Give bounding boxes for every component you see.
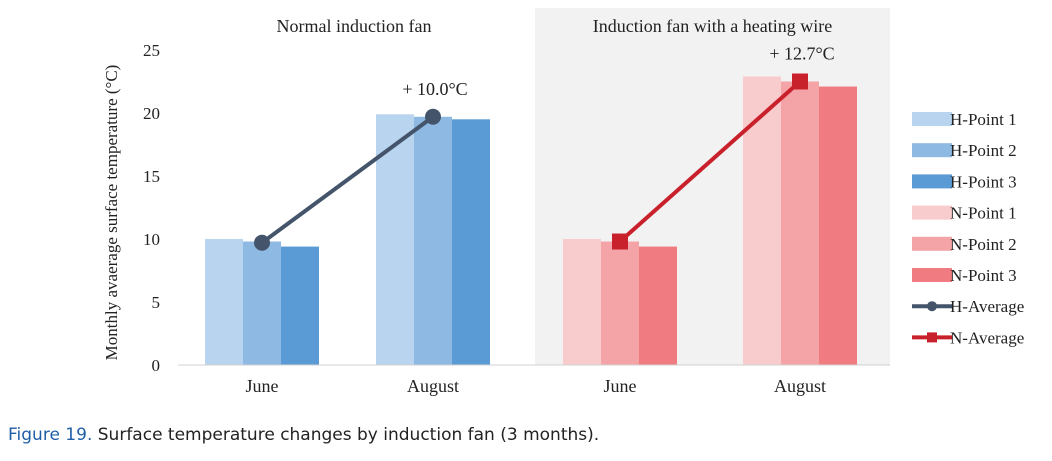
bar-n-point-1-august [743, 76, 781, 366]
series-line-n-average [618, 80, 802, 244]
y-tick-label: 5 [152, 293, 161, 312]
legend-label: N-Point 3 [950, 266, 1017, 285]
panel-title: Induction fan with a heating wire [593, 16, 832, 36]
point-n-average [792, 73, 808, 90]
y-tick-label: 15 [143, 167, 160, 186]
legend-swatch [912, 268, 952, 282]
annotation-difference: + 12.7°C [769, 44, 834, 64]
bar-n-point-2-june [601, 241, 639, 365]
figure-caption-text: Surface temperature changes by induction… [92, 425, 600, 445]
bar-h-point-2-june [243, 241, 281, 365]
chart: Monthly avaerage surface temperature (°C… [102, 8, 1024, 396]
bar-n-point-1-june [563, 239, 601, 365]
y-tick-label: 10 [143, 230, 160, 249]
bar-n-point-2-august [781, 81, 819, 365]
bar-h-point-2-august [414, 116, 452, 365]
bar-h-point-1-june [205, 239, 243, 365]
annotation-difference: + 10.0°C [402, 79, 467, 99]
legend-label: H-Average [950, 297, 1024, 316]
legend-label: H-Point 1 [950, 110, 1017, 129]
legend-label: N-Point 2 [950, 235, 1017, 254]
y-tick-label: 25 [143, 41, 160, 60]
legend-label: H-Point 2 [950, 141, 1017, 160]
legend-label: N-Average [950, 328, 1024, 347]
legend-swatch [912, 236, 952, 251]
x-tick-label: June [246, 376, 279, 396]
legend-marker [927, 301, 937, 312]
legend-swatch [912, 143, 952, 158]
figure-label: Figure 19. [8, 425, 93, 445]
legend-swatch [912, 174, 952, 189]
x-tick-label: June [604, 376, 637, 396]
bar-h-point-3-august [452, 119, 490, 365]
legend-marker [927, 332, 937, 343]
bar-n-point-3-august [819, 86, 857, 365]
series-line-h-average [260, 115, 435, 245]
x-tick-label: August [407, 376, 459, 396]
legend-label: N-Point 1 [950, 204, 1017, 223]
y-tick-label: 0 [152, 356, 161, 375]
bar-h-point-1-august [376, 114, 414, 365]
y-axis-label: Monthly avaerage surface temperature (°C… [102, 65, 121, 361]
figure-caption: Figure 19. Surface temperature changes b… [8, 425, 1038, 445]
legend-swatch [912, 205, 952, 220]
bar-n-point-3-june [639, 246, 677, 365]
legend-label: H-Point 3 [950, 172, 1017, 191]
bar-h-point-3-june [281, 246, 319, 365]
y-tick-label: 20 [143, 104, 160, 123]
panel-title: Normal induction fan [277, 16, 432, 36]
x-tick-label: August [774, 376, 826, 396]
point-h-average [425, 108, 441, 125]
point-h-average [254, 234, 270, 251]
point-n-average [612, 233, 628, 250]
legend-swatch [912, 112, 952, 126]
